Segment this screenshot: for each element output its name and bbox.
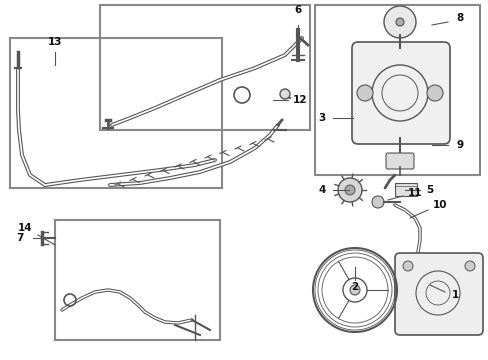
Text: 7: 7 <box>16 233 23 243</box>
Circle shape <box>402 261 412 271</box>
Text: 6: 6 <box>294 5 301 15</box>
Text: 12: 12 <box>292 95 306 105</box>
Bar <box>10 38 222 188</box>
Circle shape <box>464 261 474 271</box>
Circle shape <box>349 285 359 295</box>
Circle shape <box>371 196 383 208</box>
FancyBboxPatch shape <box>394 253 482 335</box>
Text: 11: 11 <box>407 188 421 198</box>
Bar <box>100 5 309 130</box>
Text: 5: 5 <box>426 185 433 195</box>
Text: 2: 2 <box>351 282 358 292</box>
Text: 13: 13 <box>48 37 62 47</box>
Text: 14: 14 <box>18 223 32 233</box>
Circle shape <box>356 85 372 101</box>
Circle shape <box>345 185 354 195</box>
Circle shape <box>395 18 403 26</box>
FancyBboxPatch shape <box>351 42 449 144</box>
Circle shape <box>337 178 361 202</box>
Circle shape <box>426 85 442 101</box>
Bar <box>314 5 479 175</box>
Bar <box>55 220 220 340</box>
Text: 4: 4 <box>318 185 325 195</box>
Text: 3: 3 <box>318 113 325 123</box>
Bar <box>394 183 416 196</box>
Text: 1: 1 <box>450 290 458 300</box>
Text: 9: 9 <box>455 140 463 150</box>
Text: 10: 10 <box>432 200 447 210</box>
Text: 8: 8 <box>455 13 463 23</box>
Circle shape <box>383 6 415 38</box>
Circle shape <box>280 89 289 99</box>
FancyBboxPatch shape <box>385 153 413 169</box>
